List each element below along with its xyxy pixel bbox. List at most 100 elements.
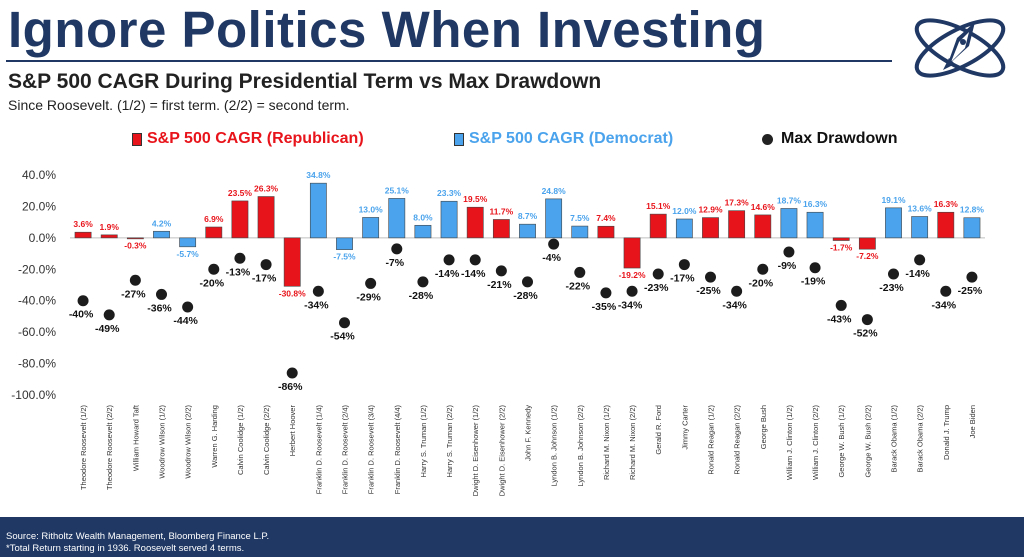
category-label: Ronald Reagan (1/2) [707, 405, 716, 475]
drawdown-point [234, 252, 246, 264]
drawdown-point [495, 265, 507, 277]
drawdown-point [312, 285, 324, 297]
cagr-drawdown-chart: 40.0% 20.0% 0.0% -20.0% -40.0% -60.0% -80.0% -1… [11, 168, 985, 497]
cagr-data-label: -30.8% [279, 288, 306, 298]
drawdown-point [469, 254, 481, 266]
drawdown-data-label: -27% [121, 288, 146, 300]
category-label: William J. Clinton (1/2) [785, 404, 794, 480]
category-label: Dwight D. Eisenhower (2/2) [497, 405, 506, 497]
cagr-data-label: -1.7% [830, 243, 853, 253]
drawdown-data-label: -21% [487, 279, 512, 291]
cagr-data-label: 13.0% [359, 204, 384, 214]
cagr-data-label: 19.5% [463, 194, 488, 204]
cagr-bar [257, 196, 275, 239]
category-label: Franklin D. Roosevelt (2/4) [341, 405, 350, 495]
category-label: George Bush [759, 405, 768, 449]
drawdown-point [940, 285, 952, 297]
drawdown-point [914, 254, 926, 266]
drawdown-data-label: -13% [226, 266, 251, 278]
drawdown-point [835, 299, 847, 311]
category-label: Gerald R. Ford [654, 405, 663, 455]
drawdown-data-label: -14% [461, 268, 486, 280]
cagr-data-label: 12.0% [672, 206, 697, 216]
drawdown-point [705, 271, 716, 283]
cagr-bar [571, 225, 589, 239]
category-label: Dwight D. Eisenhower (1/2) [471, 405, 480, 497]
drawdown-point [365, 277, 377, 289]
cagr-data-label: -0.3% [124, 240, 147, 250]
drawdown-data-label: -40% [69, 309, 94, 321]
legend-democrat: S&P 500 CAGR (Democrat) [454, 130, 673, 148]
drawdown-point [182, 301, 194, 313]
drawdown-point [548, 238, 560, 250]
cagr-data-label: 13.6% [908, 203, 933, 213]
y-tick-label: -80.0% [18, 357, 56, 371]
y-tick-label: -20.0% [18, 262, 56, 276]
category-label: Theodore Roosevelt (2/2) [105, 404, 114, 490]
drawdown-data-label: -17% [252, 273, 277, 285]
y-tick-label: -60.0% [18, 325, 56, 339]
legend-drawdown: Max Drawdown [762, 130, 897, 148]
drawdown-point [391, 243, 403, 255]
drawdown-data-label: -23% [644, 282, 669, 294]
cagr-data-label: 23.3% [437, 188, 462, 198]
drawdown-data-label: -22% [566, 280, 591, 292]
cagr-data-label: 7.5% [570, 213, 590, 223]
y-tick-label: -100.0% [11, 388, 56, 402]
cagr-data-label: 15.1% [646, 201, 671, 211]
cagr-bar [780, 208, 798, 239]
cagr-data-label: 16.3% [803, 199, 828, 209]
cagr-data-label: 7.4% [596, 213, 616, 223]
drawdown-data-label: -25% [958, 285, 983, 297]
legend-republican-label: S&P 500 CAGR (Republican) [147, 130, 364, 147]
cagr-data-label: 25.1% [385, 185, 410, 195]
category-label: Barack Obama (1/2) [890, 405, 899, 473]
drawdown-point [888, 268, 899, 280]
rocket-logo-icon [914, 18, 1006, 78]
category-label: Lyndon B. Johnson (1/2) [550, 405, 559, 487]
drawdown-data-label: -28% [513, 290, 538, 302]
legend-republican-swatch [132, 132, 142, 146]
legend-drawdown-marker [762, 133, 773, 145]
source-text: Source: Ritholtz Wealth Management, Bloo… [6, 531, 270, 542]
drawdown-point [443, 254, 455, 266]
drawdown-point [678, 259, 690, 271]
category-label: George W. Bush (1/2) [837, 405, 846, 478]
category-label: Donald J. Trump [942, 405, 951, 460]
drawdown-data-label: -34% [722, 299, 747, 311]
drawdown-data-label: -25% [696, 285, 721, 297]
cagr-data-label: 14.6% [751, 202, 776, 212]
cagr-bar [545, 198, 563, 239]
drawdown-point [260, 259, 272, 271]
drawdown-data-label: -54% [330, 331, 355, 343]
drawdown-point [731, 285, 743, 297]
cagr-bar [832, 237, 850, 241]
drawdown-data-label: -34% [304, 299, 329, 311]
cagr-bar [179, 237, 197, 248]
y-tick-label: 0.0% [29, 231, 57, 245]
drawdown-data-label: -34% [618, 299, 643, 311]
drawdown-data-label: -23% [879, 282, 904, 294]
cagr-data-label: 8.7% [518, 211, 538, 221]
drawdown-point [103, 309, 115, 321]
cagr-bar [492, 219, 510, 239]
drawdown-point [417, 276, 429, 288]
cagr-data-label: -19.2% [619, 270, 646, 280]
cagr-bar [675, 218, 693, 239]
cagr-data-label: -7.5% [333, 252, 356, 262]
cagr-bar [885, 207, 902, 239]
category-label: George W. Bush (2/2) [863, 405, 872, 478]
category-label: Woodrow Wilson (2/2) [184, 405, 193, 479]
category-label: Herbert Hoover [288, 405, 297, 457]
drawdown-point [129, 274, 141, 286]
category-label: Woodrow Wilson (1/2) [158, 405, 167, 479]
cagr-bar [309, 182, 327, 239]
cagr-data-label: 3.6% [73, 219, 93, 229]
legend-drawdown-label: Max Drawdown [781, 130, 898, 147]
drawdown-data-label: -34% [932, 299, 957, 311]
drawdown-data-label: -36% [147, 302, 172, 314]
legend-democrat-label: S&P 500 CAGR (Democrat) [469, 130, 674, 147]
drawdown-point [652, 268, 664, 280]
cagr-bar [414, 224, 432, 239]
cagr-bar [74, 231, 92, 239]
